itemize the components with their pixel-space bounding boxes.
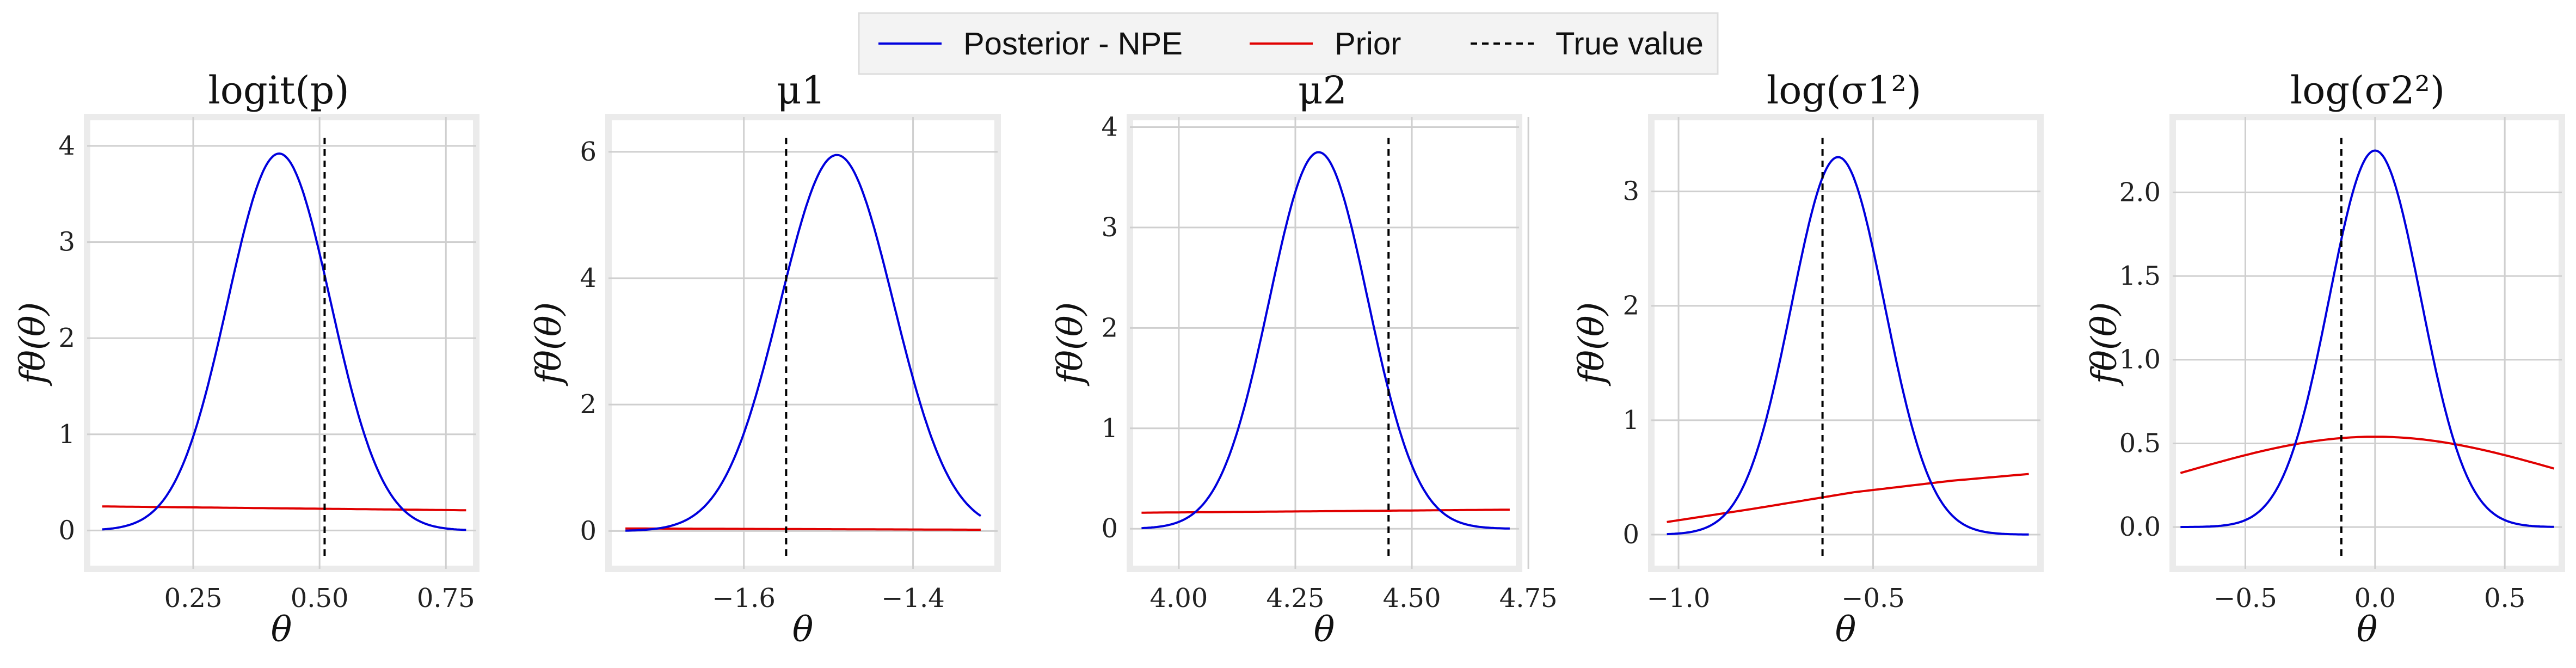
panel-5-posterior-line: [2180, 149, 2554, 529]
panel-4-marks: [1667, 138, 2029, 557]
panel-2-ticks: −1.6 −1.4 0 2 4 6: [580, 137, 944, 614]
panel-1-xtick-label: 0.75: [417, 583, 475, 614]
panel-5-xtick-label: 0.0: [2354, 583, 2396, 614]
panel-5-ticks: −0.5 0.0 0.5 0.0 0.5 1.0 1.5 2.0: [2119, 177, 2526, 614]
panel-1-xtick-label: 0.50: [291, 583, 349, 614]
panel-2-ytick-label: 4: [580, 263, 597, 293]
panel-1-ytick-label: 0: [58, 515, 75, 546]
panel-5-marks: [2180, 138, 2555, 557]
panel-2-ytick-label: 0: [580, 516, 597, 546]
panel-5-ytick-label: 0.5: [2119, 428, 2161, 458]
panel-4-xtick-label: −1.0: [1647, 583, 1711, 614]
panel-3-ticks: 4.00 4.25 4.50 4.75 0 1 2 3 4: [1101, 112, 1557, 614]
panel-2-grid: [608, 117, 998, 569]
panel-4-ytick-label: 2: [1622, 291, 1639, 321]
panel-2-prior-line: [625, 527, 981, 531]
panel-4: log(σ1²) −1.0 −0.5 0 1 2 3 θ fθ(θ): [1572, 68, 2044, 650]
panel-1-ticks: 0.25 0.50 0.75 0 1 2 3 4: [58, 131, 475, 614]
panel-3-xtick-label: 4.25: [1267, 583, 1325, 614]
panel-2-title: μ1: [777, 68, 826, 113]
panel-5-prior-line: [2180, 436, 2555, 474]
panel-4-grid: [1651, 117, 2040, 569]
panel-1-xlabel: θ: [271, 610, 292, 650]
panel-5-xtick-label: −0.5: [2214, 583, 2277, 614]
panel-4-posterior-line: [1667, 156, 2029, 536]
legend-label-posterior: Posterior - NPE: [963, 26, 1183, 62]
panel-2-xlabel: θ: [792, 610, 814, 650]
panel-5-ytick-label: 0.0: [2119, 512, 2161, 542]
panel-5-frame: [2169, 114, 2565, 572]
panel-3-ytick-label: 0: [1101, 513, 1118, 544]
legend-label-prior: Prior: [1335, 26, 1401, 62]
panel-4-ytick-label: 3: [1622, 176, 1639, 207]
panel-2: μ1 −1.6 −1.4 0 2 4 6 θ fθ(θ): [529, 68, 1001, 650]
panel-4-xtick-label: −0.5: [1841, 583, 1905, 614]
panel-2-posterior-line: [625, 154, 982, 532]
panel-1-ytick-label: 1: [58, 419, 75, 450]
panel-3-posterior-line: [1141, 151, 1510, 530]
panel-2-ylabel: fθ(θ): [529, 302, 569, 387]
legend: Posterior - NPE Prior True value: [858, 12, 1719, 75]
panel-1-title: logit(p): [208, 68, 349, 113]
panel-5: log(σ2²) −0.5 0.0 0.5 0.0 0.5 1.0 1.5 2.0 θ fθ(…: [2085, 68, 2565, 650]
panel-1-ylabel: fθ(θ): [13, 302, 53, 387]
panel-1-ytick-label: 2: [58, 323, 75, 353]
panel-5-ylabel: fθ(θ): [2085, 302, 2125, 387]
panel-2-frame: [605, 114, 1001, 572]
panel-1: logit(p) 0.25 0.50 0.75 0 1 2 3 4 θ fθ(θ): [13, 68, 479, 650]
panel-2-ytick-label: 6: [580, 137, 597, 167]
panel-3-xtick-label: 4.75: [1499, 583, 1558, 614]
panel-1-frame: [84, 114, 479, 572]
panel-3-xtick-label: 4.50: [1383, 583, 1441, 614]
panel-4-ticks: −1.0 −0.5 0 1 2 3: [1622, 176, 1904, 614]
panel-5-xtick-label: 0.5: [2484, 583, 2525, 614]
panel-2-ytick-label: 2: [580, 389, 597, 420]
panel-1-xtick-label: 0.25: [164, 583, 223, 614]
panel-3-xlabel: θ: [1314, 610, 1335, 650]
panel-3-frame: [1127, 114, 1522, 572]
panel-3-xtick-label: 4.00: [1149, 583, 1208, 614]
panel-3-ytick-label: 4: [1101, 112, 1118, 142]
panel-2-xtick-label: −1.4: [881, 583, 945, 614]
panel-5-ytick-label: 1.0: [2119, 345, 2161, 375]
panel-1-marks: [102, 138, 466, 557]
panel-1-ytick-label: 3: [58, 227, 75, 258]
panel-3-ytick-label: 3: [1101, 212, 1118, 243]
panel-5-grid: [2173, 117, 2562, 569]
panel-4-ytick-label: 0: [1622, 519, 1639, 550]
panel-1-grid: [87, 117, 476, 569]
panel-3-marks: [1141, 138, 1510, 557]
panel-5-ytick-label: 1.5: [2119, 261, 2161, 291]
legend-label-true-value: True value: [1556, 26, 1704, 62]
panel-3-prior-line: [1141, 508, 1510, 514]
panel-3-grid: [1130, 117, 1529, 569]
panel-3: μ2 4.00 4.25 4.50 4.75 0 1 2 3 4 θ fθ(θ): [1050, 68, 1558, 650]
panel-4-xlabel: θ: [1835, 610, 1856, 650]
panel-1-posterior-line: [102, 152, 466, 531]
panel-3-ylabel: fθ(θ): [1050, 302, 1091, 387]
panel-2-xtick-label: −1.6: [712, 583, 776, 614]
panel-4-ytick-label: 1: [1622, 405, 1639, 436]
panel-3-title: μ2: [1298, 68, 1347, 113]
panel-5-title: log(σ2²): [2290, 68, 2445, 113]
panel-4-title: log(σ1²): [1767, 68, 1921, 113]
panel-1-ytick-label: 4: [58, 131, 75, 161]
panel-2-marks: [625, 138, 982, 557]
panel-4-ylabel: fθ(θ): [1572, 302, 1612, 387]
panel-4-frame: [1648, 114, 2044, 572]
panel-5-ytick-label: 2.0: [2119, 177, 2161, 207]
panel-1-prior-line: [102, 505, 466, 512]
panel-3-ytick-label: 1: [1101, 413, 1118, 444]
panel-5-xlabel: θ: [2357, 610, 2378, 650]
panel-3-ytick-label: 2: [1101, 312, 1118, 343]
